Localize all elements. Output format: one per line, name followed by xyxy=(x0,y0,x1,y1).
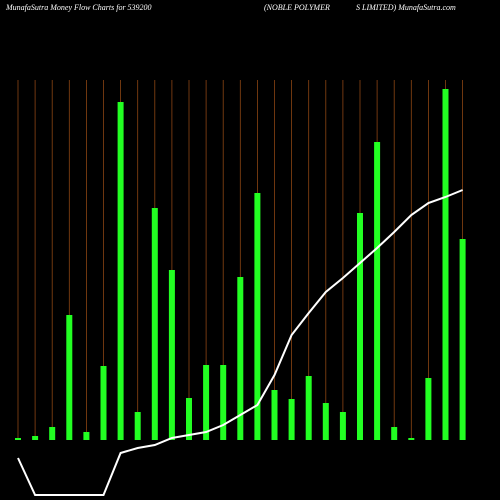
bar xyxy=(117,102,124,440)
bar xyxy=(32,436,39,440)
bar xyxy=(442,89,449,440)
bar xyxy=(288,399,295,440)
bar xyxy=(425,378,432,440)
bar xyxy=(134,412,141,440)
bar xyxy=(254,193,261,440)
bar xyxy=(322,403,329,440)
chart-subtitle: S LIMITED) MunafaSutra.com xyxy=(356,3,456,12)
bar xyxy=(237,277,244,440)
bar xyxy=(391,427,398,440)
bar xyxy=(357,213,363,440)
bar xyxy=(271,390,278,440)
bar xyxy=(168,270,175,440)
trend-line xyxy=(17,189,463,496)
bar xyxy=(49,427,56,440)
bar xyxy=(339,412,346,440)
bar xyxy=(66,315,73,440)
chart-subtitle: (NOBLE POLYMER xyxy=(264,3,330,12)
bar xyxy=(305,376,312,440)
chart-title: MunafaSutra Money Flow Charts for 539200 xyxy=(5,3,152,12)
bar xyxy=(186,398,192,440)
bar xyxy=(408,438,415,440)
bar xyxy=(220,365,227,440)
bar xyxy=(100,366,107,440)
bar xyxy=(459,239,466,440)
bar xyxy=(151,208,158,440)
bar xyxy=(203,365,210,440)
bar xyxy=(15,438,21,440)
bar xyxy=(83,432,90,440)
bar xyxy=(374,142,381,440)
